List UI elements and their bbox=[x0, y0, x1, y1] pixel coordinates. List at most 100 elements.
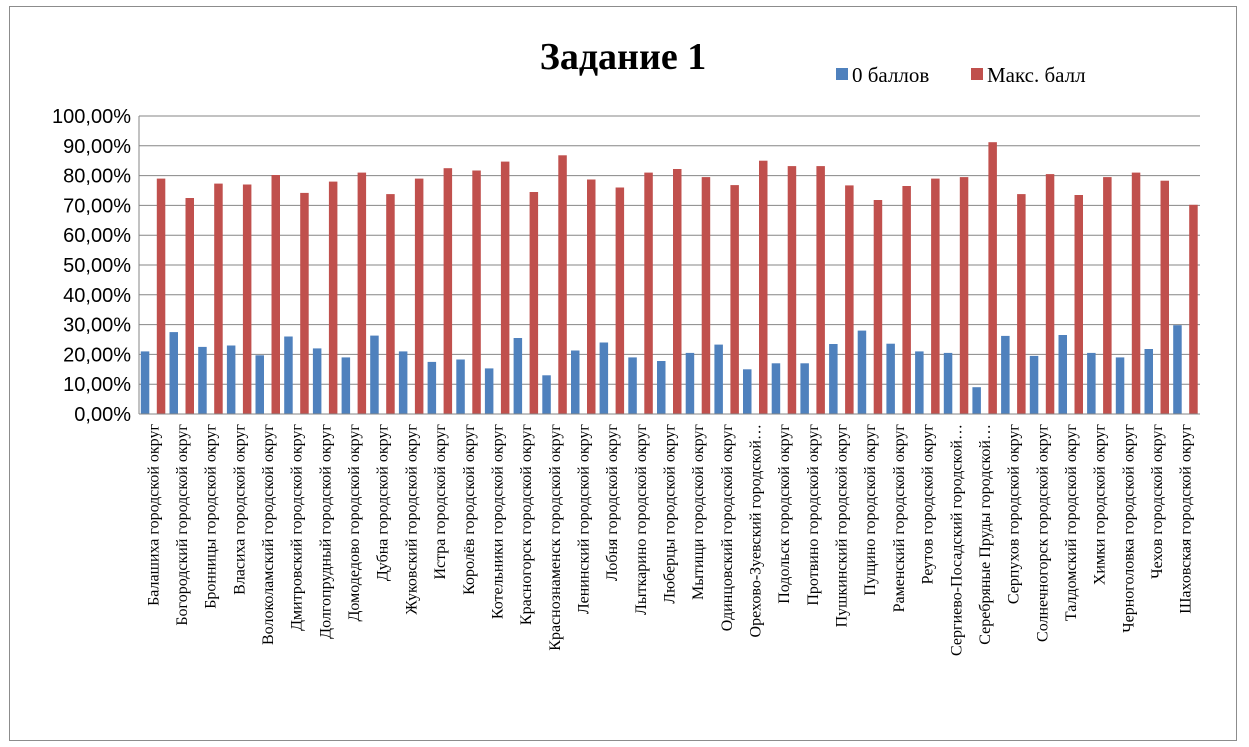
bar-zero-points bbox=[1144, 349, 1153, 414]
bar-max-score bbox=[587, 179, 596, 414]
x-tick-label: Королёв городской округ bbox=[461, 424, 478, 595]
x-tick-label: Мытищи городской округ bbox=[690, 424, 707, 600]
legend-label-zero-points: 0 баллов bbox=[852, 63, 929, 87]
bar-max-score bbox=[873, 200, 883, 414]
x-tick-label: Истра городской округ bbox=[432, 424, 449, 580]
bar-zero-points bbox=[1115, 357, 1125, 414]
bar-max-score bbox=[156, 178, 166, 414]
bar-max-score bbox=[787, 166, 797, 414]
bar-max-score bbox=[1045, 174, 1055, 414]
bar-max-score bbox=[931, 178, 940, 414]
x-tick-label: Богородский городской округ bbox=[174, 424, 191, 626]
bar-max-score bbox=[300, 192, 309, 414]
bar-max-score bbox=[845, 185, 854, 414]
bar-max-score bbox=[500, 161, 510, 414]
bar-zero-points bbox=[513, 338, 523, 414]
y-tick-label: 100,00% bbox=[52, 106, 131, 128]
x-tick-label: Раменский городской округ bbox=[891, 424, 908, 613]
x-tick-label: Домодедово городской округ bbox=[346, 424, 363, 622]
bar-max-score bbox=[1074, 195, 1083, 414]
bar-max-score bbox=[414, 178, 424, 414]
bar-max-score bbox=[701, 177, 711, 414]
x-tick-label: Орехово-Зуевский городской… bbox=[748, 424, 765, 637]
bar-max-score bbox=[1103, 177, 1112, 414]
x-tick-label: Дмитровский городской округ bbox=[289, 424, 306, 631]
bar-zero-points bbox=[857, 330, 867, 414]
bar-zero-points bbox=[599, 342, 609, 414]
x-tick-label: Волоколамский городской округ bbox=[260, 424, 277, 645]
bar-zero-points bbox=[628, 357, 637, 414]
bar-max-score bbox=[357, 172, 367, 414]
chart-title: Задание 1 bbox=[540, 36, 706, 78]
bar-zero-points bbox=[427, 361, 437, 414]
x-tick-label: Подольск городской округ bbox=[776, 424, 793, 604]
y-tick-label: 0,00% bbox=[74, 404, 131, 426]
y-axis-ticks: 0,00% 10,00% 20,00% 30,00% 40,00% 50,00% 60,00… bbox=[52, 106, 131, 426]
y-tick-label: 30,00% bbox=[63, 315, 131, 337]
bar-max-score bbox=[1189, 204, 1198, 414]
x-tick-label: Жуковский городской округ bbox=[403, 424, 420, 615]
bar-max-score bbox=[386, 194, 395, 414]
bar-max-score bbox=[185, 198, 194, 414]
bar-zero-points bbox=[1087, 352, 1096, 414]
bar-max-score bbox=[558, 155, 567, 415]
x-tick-label: Черноголовка городской округ bbox=[1120, 424, 1137, 633]
y-tick-label: 80,00% bbox=[63, 166, 131, 188]
bar-zero-points bbox=[685, 352, 695, 414]
x-tick-label: Пущино городской округ bbox=[862, 424, 879, 596]
bar-max-score bbox=[615, 187, 625, 414]
x-tick-label: Ленинский городской округ bbox=[576, 424, 593, 615]
bar-zero-points bbox=[1001, 335, 1010, 414]
legend: 0 баллов Макс. балл bbox=[836, 63, 1086, 87]
bar-zero-points bbox=[226, 345, 236, 414]
gridlines bbox=[139, 115, 1200, 385]
x-tick-label: Красногорск городской округ bbox=[518, 424, 535, 626]
bar-zero-points bbox=[1173, 325, 1182, 414]
bar-zero-points bbox=[341, 357, 351, 414]
x-tick-label: Краснознаменск городской округ bbox=[547, 424, 564, 651]
bar-zero-points bbox=[972, 387, 981, 414]
bar-max-score bbox=[759, 160, 768, 414]
bar-max-score bbox=[730, 185, 739, 414]
chart-svg: Задание 1 0 баллов Макс. балл 0,00% 10,00… bbox=[52, 36, 1200, 656]
bar-zero-points bbox=[198, 346, 207, 414]
x-tick-label: Дубна городской округ bbox=[375, 424, 392, 582]
y-tick-label: 70,00% bbox=[63, 195, 131, 217]
bar-max-score bbox=[529, 192, 539, 414]
x-tick-label: Серебряные Пруды городской… bbox=[977, 424, 994, 645]
bar-zero-points bbox=[456, 359, 465, 414]
x-tick-label: Балашиха городской округ bbox=[145, 424, 162, 606]
bar-zero-points bbox=[370, 335, 379, 414]
bar-zero-points bbox=[398, 351, 408, 414]
y-tick-label: 90,00% bbox=[63, 136, 131, 158]
bar-zero-points bbox=[1029, 355, 1039, 414]
x-tick-label: Котельники городской округ bbox=[489, 424, 506, 620]
bar-max-score bbox=[902, 186, 911, 414]
bar-max-score bbox=[988, 142, 997, 414]
x-tick-label: Чехов городской округ bbox=[1149, 424, 1166, 579]
bar-zero-points bbox=[571, 350, 580, 414]
bar-max-score bbox=[214, 183, 223, 414]
bar-max-score bbox=[673, 169, 682, 414]
x-tick-label: Бронницы городской округ bbox=[203, 424, 220, 609]
bar-max-score bbox=[816, 166, 825, 414]
bar-zero-points bbox=[1058, 335, 1067, 414]
legend-swatch-max-score bbox=[971, 68, 983, 80]
bar-max-score bbox=[328, 181, 338, 414]
x-tick-label: Талдомский городской округ bbox=[1063, 424, 1080, 622]
x-tick-label: Реутов городской округ bbox=[920, 424, 937, 585]
bar-zero-points bbox=[169, 332, 178, 414]
x-tick-label: Лобня городской округ bbox=[604, 424, 621, 582]
bar-zero-points bbox=[312, 348, 322, 414]
x-tick-label: Власиха городской округ bbox=[231, 424, 248, 595]
y-tick-label: 20,00% bbox=[63, 344, 131, 366]
x-axis-ticks: Балашиха городской округ Богородский горо… bbox=[145, 424, 1194, 656]
x-tick-label: Солнечногорск городской округ bbox=[1034, 424, 1051, 642]
y-tick-label: 60,00% bbox=[63, 225, 131, 247]
bar-zero-points bbox=[829, 344, 838, 414]
bar-zero-points bbox=[743, 369, 752, 414]
y-tick-label: 50,00% bbox=[63, 255, 131, 277]
y-tick-label: 10,00% bbox=[63, 374, 131, 396]
bar-max-score bbox=[1160, 180, 1169, 414]
x-tick-label: Люберцы городской округ bbox=[662, 424, 679, 604]
